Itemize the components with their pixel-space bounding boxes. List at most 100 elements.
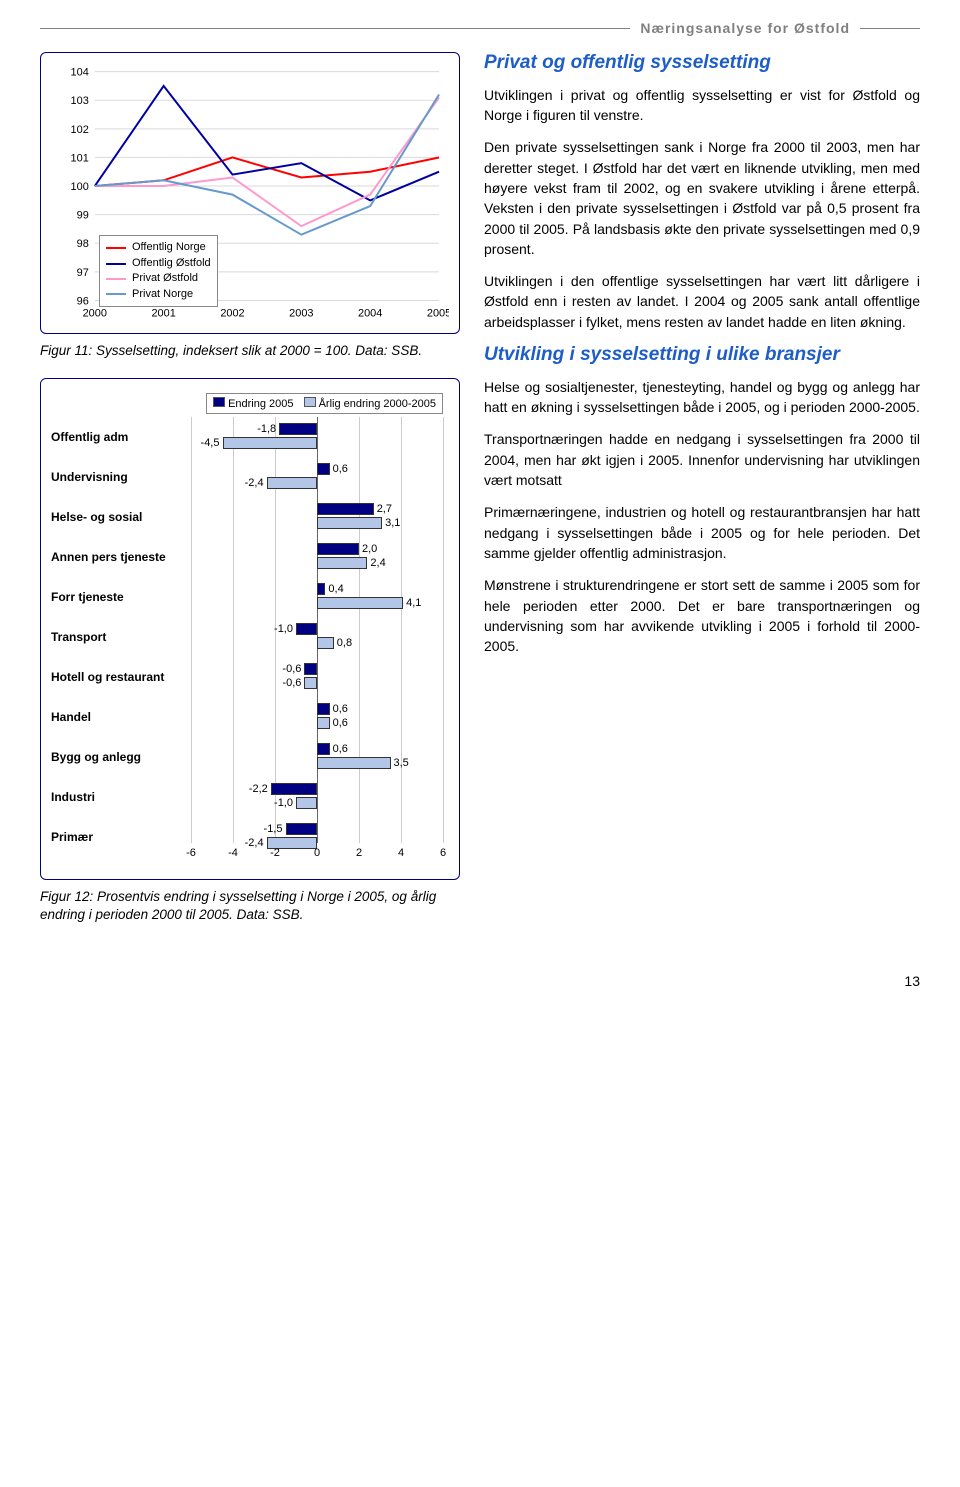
svg-text:2003: 2003 <box>289 307 313 319</box>
x-tick: 4 <box>398 847 404 859</box>
bar-category-label: Bygg og anlegg <box>51 737 191 777</box>
bar-row: Transport-1,00,8 <box>51 617 449 657</box>
section-heading-2: Utvikling i sysselsetting i ulike bransj… <box>484 344 920 367</box>
bar-row: Offentlig adm -1,8 -4,5 <box>51 417 449 457</box>
section-heading-1: Privat og offentlig sysselsetting <box>484 52 920 75</box>
svg-text:101: 101 <box>71 152 89 164</box>
svg-text:2001: 2001 <box>151 307 175 319</box>
paragraph: Helse og sosialtjenester, tjenesteyting,… <box>484 377 920 418</box>
bar: 0,6 <box>317 703 330 715</box>
bar: -0,6 <box>304 663 317 675</box>
x-tick: 2 <box>356 847 362 859</box>
paragraph: Transportnæringen hadde en nedgang i sys… <box>484 429 920 490</box>
paragraph: Mønstrene i strukturendringene er stort … <box>484 575 920 656</box>
bar: -1,8 <box>279 423 317 435</box>
bar: -1,5 <box>286 823 318 835</box>
bar: 4,1 <box>317 597 403 609</box>
bar: 0,6 <box>317 463 330 475</box>
svg-text:2004: 2004 <box>358 307 382 319</box>
bar: -2,2 <box>271 783 317 795</box>
svg-text:2002: 2002 <box>220 307 244 319</box>
bar-category-label: Helse- og sosial <box>51 497 191 537</box>
bar-value-label: 4,1 <box>406 597 421 609</box>
bar: 2,4 <box>317 557 367 569</box>
bar-chart-card: Endring 2005 Årlig endring 2000-2005 Off… <box>40 378 460 880</box>
bar-category-label: Industri <box>51 777 191 817</box>
bar: -2,4 <box>267 477 317 489</box>
bar-value-label: 0,6 <box>333 703 348 715</box>
bar: 0,8 <box>317 637 334 649</box>
bar: 3,5 <box>317 757 391 769</box>
svg-text:104: 104 <box>71 67 89 79</box>
rule-left <box>40 28 630 29</box>
bar-value-label: -1,8 <box>257 423 276 435</box>
text-column: Privat og offentlig sysselsetting Utvikl… <box>484 52 920 943</box>
bar-value-label: -0,6 <box>282 677 301 689</box>
bar: -1,0 <box>296 797 317 809</box>
bar-value-label: -2,2 <box>249 783 268 795</box>
header-title: Næringsanalyse for Østfold <box>630 20 860 36</box>
bar-value-label: 2,4 <box>370 557 385 569</box>
x-tick: -4 <box>228 847 238 859</box>
bar-legend-a: Endring 2005 <box>228 398 293 410</box>
bar-category-label: Transport <box>51 617 191 657</box>
svg-text:98: 98 <box>77 238 89 250</box>
bar-row: Hotell og restaurant-0,6-0,6 <box>51 657 449 697</box>
bar-category-label: Handel <box>51 697 191 737</box>
x-tick: 6 <box>440 847 446 859</box>
bar-value-label: -2,4 <box>245 477 264 489</box>
bar-category-label: Offentlig adm <box>51 417 191 457</box>
bar: -4,5 <box>223 437 318 449</box>
bar: -1,0 <box>296 623 317 635</box>
paragraph: Den private sysselsettingen sank i Norge… <box>484 137 920 259</box>
bar-row: Helse- og sosial 2,7 3,1 <box>51 497 449 537</box>
bar-row: Undervisning0,6-2,4 <box>51 457 449 497</box>
bar-row: Annen pers tjeneste 2,0 2,4 <box>51 537 449 577</box>
bar-value-label: -1,0 <box>274 623 293 635</box>
legend-item: Offentlig Norge <box>106 240 211 255</box>
svg-text:102: 102 <box>71 124 89 136</box>
bar-category-label: Forr tjeneste <box>51 577 191 617</box>
bar: 3,1 <box>317 517 382 529</box>
legend-item: Privat Østfold <box>106 271 211 286</box>
bar: 0,6 <box>317 717 330 729</box>
bar-value-label: 2,7 <box>377 503 392 515</box>
bar-value-label: -0,6 <box>282 663 301 675</box>
svg-text:2005: 2005 <box>427 307 449 319</box>
line-legend: Offentlig NorgeOffentlig ØstfoldPrivat Ø… <box>99 235 218 307</box>
bar: -0,6 <box>304 677 317 689</box>
bar-row: Handel0,60,6 <box>51 697 449 737</box>
paragraph: Primærnæringene, industrien og hotell og… <box>484 502 920 563</box>
x-tick: 0 <box>314 847 320 859</box>
bar-category-label: Hotell og restaurant <box>51 657 191 697</box>
legend-item: Offentlig Østfold <box>106 256 211 271</box>
bar-value-label: -1,5 <box>264 823 283 835</box>
paragraph: Utviklingen i privat og offentlig syssel… <box>484 85 920 126</box>
bar-category-label: Primær <box>51 817 191 857</box>
rule-right <box>860 28 920 29</box>
header-rule: Næringsanalyse for Østfold <box>40 20 920 36</box>
svg-text:100: 100 <box>71 181 89 193</box>
bar-row: Forr tjeneste 0,4 4,1 <box>51 577 449 617</box>
caption-bar-chart: Figur 12: Prosentvis endring i sysselset… <box>40 888 460 924</box>
line-chart: 9697989910010110210310420002001200220032… <box>51 63 449 323</box>
bar-category-label: Annen pers tjeneste <box>51 537 191 577</box>
bar: 0,4 <box>317 583 325 595</box>
x-tick: -6 <box>186 847 196 859</box>
svg-text:96: 96 <box>77 295 89 307</box>
page-number: 13 <box>40 973 920 989</box>
bar-row: Bygg og anlegg0,63,5 <box>51 737 449 777</box>
svg-text:2000: 2000 <box>83 307 107 319</box>
bar-value-label: 3,1 <box>385 517 400 529</box>
bar-value-label: 0,6 <box>333 717 348 729</box>
paragraph: Utviklingen i den offentlige sysselsetti… <box>484 271 920 332</box>
bar: 2,0 <box>317 543 359 555</box>
bar-category-label: Undervisning <box>51 457 191 497</box>
bar-value-label: 0,8 <box>337 637 352 649</box>
bar: 2,7 <box>317 503 374 515</box>
caption-line-chart: Figur 11: Sysselsetting, indeksert slik … <box>40 342 460 360</box>
svg-text:97: 97 <box>77 267 89 279</box>
bar-value-label: -4,5 <box>201 437 220 449</box>
bar-legend: Endring 2005 Årlig endring 2000-2005 <box>206 393 443 414</box>
svg-text:103: 103 <box>71 95 89 107</box>
